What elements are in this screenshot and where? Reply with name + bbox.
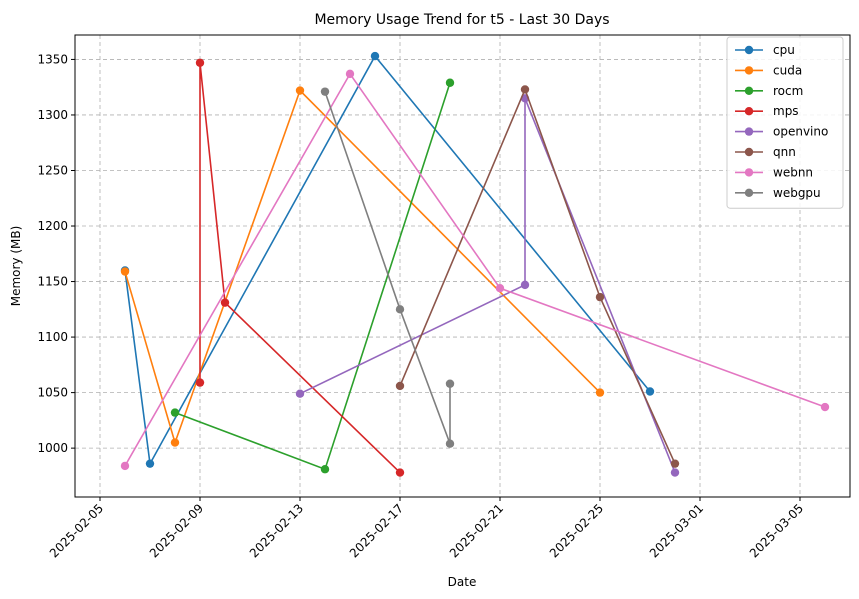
- y-tick-label: 1350: [37, 52, 68, 66]
- data-point: [370, 51, 380, 61]
- legend: cpu cuda rocm mps openvino qnn webnn webgpu: [726, 36, 844, 209]
- data-point: [670, 468, 680, 477]
- data-point: [520, 85, 530, 94]
- legend-label: cpu: [773, 43, 795, 57]
- x-tick-label: 2025-03-01: [647, 501, 706, 560]
- series-line: [124, 89, 601, 446]
- data-point: [395, 468, 405, 477]
- data-point: [170, 408, 180, 417]
- data-point: [120, 267, 130, 276]
- y-tick-label: 1100: [37, 330, 68, 344]
- legend-item-cpu: cpu: [735, 43, 795, 57]
- y-tick-label: 1250: [37, 163, 68, 177]
- data-series: [120, 51, 830, 477]
- legend-label: mps: [773, 104, 799, 118]
- series-line: [324, 91, 451, 444]
- y-axis-title: Memory (MB): [9, 226, 23, 307]
- data-point: [145, 459, 155, 468]
- legend-label: webnn: [773, 165, 813, 179]
- data-point: [595, 388, 605, 397]
- y-tick-label: 1150: [37, 275, 68, 289]
- series-cpu: [120, 51, 655, 468]
- legend-marker: [744, 86, 754, 96]
- data-point: [195, 378, 205, 387]
- legend-label: openvino: [773, 125, 828, 139]
- data-point: [170, 438, 180, 447]
- legend-label: cuda: [773, 63, 802, 77]
- plot-frame: [74, 34, 851, 498]
- legend-label: qnn: [773, 145, 796, 159]
- legend-item-mps: mps: [735, 104, 799, 118]
- data-point: [345, 69, 355, 79]
- x-tick-label: 2025-02-09: [147, 501, 206, 560]
- legend-marker: [744, 107, 754, 116]
- y-tick-label: 1200: [37, 219, 68, 233]
- legend-marker: [744, 168, 754, 177]
- series-cuda: [120, 86, 605, 447]
- data-point: [320, 465, 330, 474]
- data-point: [195, 58, 205, 67]
- legend-marker: [744, 45, 754, 55]
- legend-item-openvino: openvino: [735, 125, 828, 139]
- legend-item-cuda: cuda: [735, 63, 802, 77]
- series-openvino: [295, 94, 680, 477]
- y-tick-label: 1300: [37, 108, 68, 122]
- data-point: [595, 292, 605, 302]
- data-point: [120, 461, 130, 471]
- legend-item-webnn: webnn: [735, 165, 813, 179]
- legend-item-rocm: rocm: [735, 84, 803, 98]
- legend-marker: [744, 188, 754, 197]
- data-point: [520, 280, 530, 290]
- ticks: 2025-02-05 2025-02-09 2025-02-13 2025-02-17…: [37, 52, 806, 560]
- series-rocm: [170, 78, 455, 474]
- legend-label: rocm: [773, 84, 803, 98]
- series-line: [124, 72, 826, 467]
- series-webgpu: [320, 87, 455, 448]
- y-tick-label: 1000: [37, 441, 68, 455]
- legend-marker: [744, 66, 754, 75]
- data-point: [395, 305, 405, 314]
- data-point: [820, 402, 830, 412]
- data-point: [220, 298, 230, 307]
- series-line: [399, 87, 676, 465]
- data-point: [670, 459, 680, 468]
- x-tick-label: 2025-02-25: [547, 501, 606, 560]
- y-tick-label: 1050: [37, 386, 68, 400]
- data-point: [495, 284, 505, 293]
- legend-box: [726, 36, 844, 209]
- x-tick-label: 2025-02-21: [447, 501, 506, 560]
- x-tick-label: 2025-02-05: [47, 501, 106, 560]
- data-point: [445, 439, 455, 448]
- series-webnn: [120, 69, 830, 471]
- data-point: [445, 78, 455, 87]
- legend-marker: [744, 127, 754, 136]
- x-tick-label: 2025-02-17: [347, 501, 406, 560]
- grid-lines: [75, 35, 850, 497]
- data-point: [645, 387, 655, 396]
- data-point: [295, 86, 305, 95]
- x-tick-label: 2025-03-05: [747, 501, 806, 560]
- chart-title: Memory Usage Trend for t5 - Last 30 Days: [314, 12, 609, 28]
- x-axis-title: Date: [448, 575, 477, 589]
- series-line: [124, 54, 651, 467]
- axes: [74, 34, 851, 498]
- legend-label: webgpu: [773, 186, 821, 200]
- data-point: [295, 389, 305, 398]
- series-qnn: [395, 85, 680, 468]
- x-tick-label: 2025-02-13: [247, 501, 306, 560]
- data-point: [395, 381, 405, 391]
- legend-item-qnn: qnn: [735, 145, 796, 159]
- data-point: [445, 379, 455, 388]
- legend-item-webgpu: webgpu: [735, 186, 821, 200]
- data-point: [320, 87, 330, 96]
- legend-marker: [744, 147, 754, 157]
- series-line: [299, 98, 676, 473]
